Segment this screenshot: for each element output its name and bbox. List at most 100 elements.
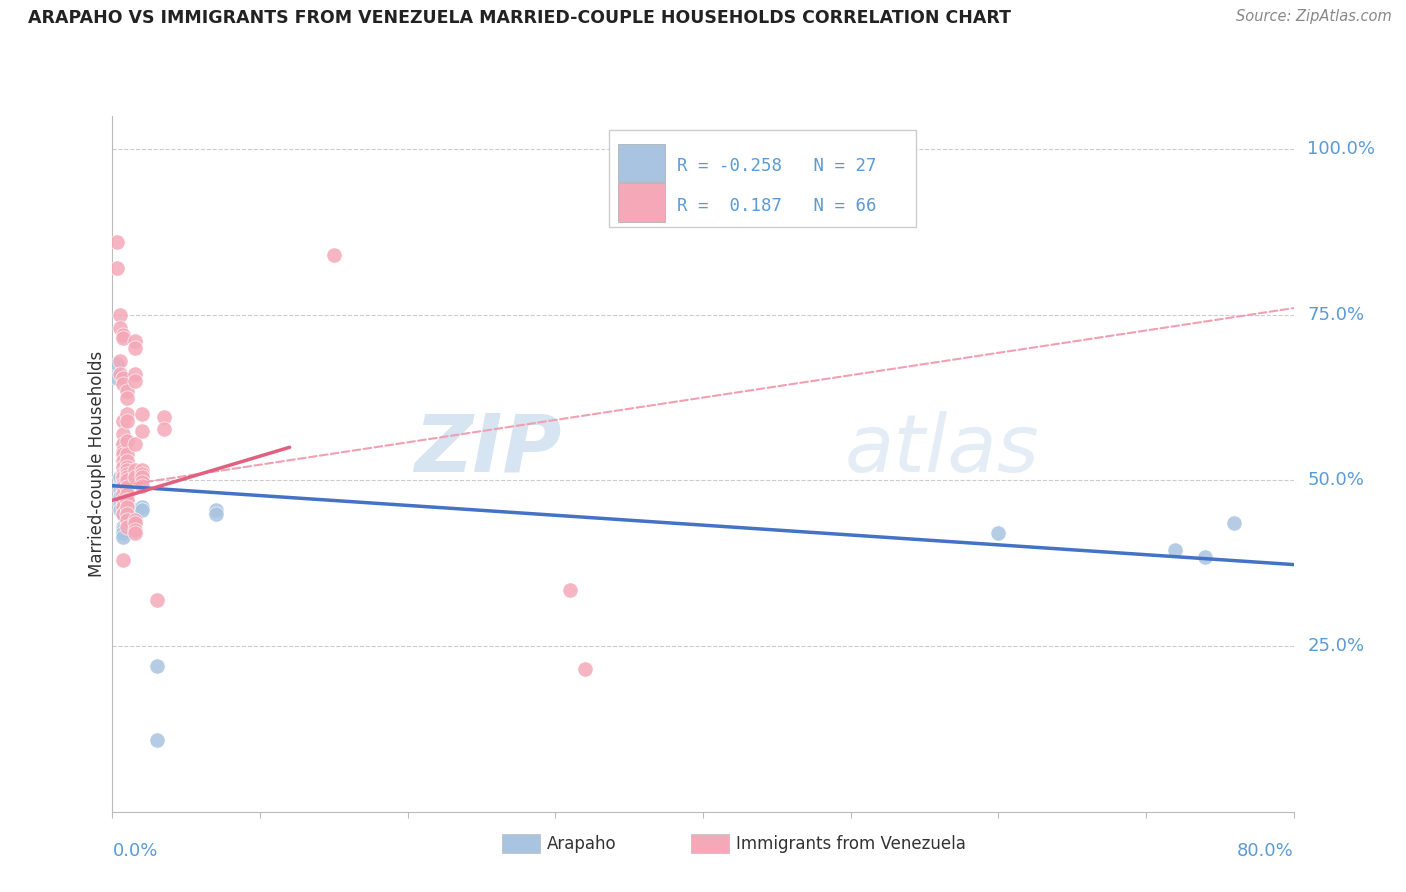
Point xyxy=(124,523,146,537)
Text: 80.0%: 80.0% xyxy=(1237,842,1294,860)
Point xyxy=(987,526,1010,541)
Point xyxy=(111,530,134,544)
Point xyxy=(205,503,228,517)
Point xyxy=(108,368,131,382)
Point xyxy=(117,460,138,475)
Point xyxy=(131,407,153,421)
Text: 75.0%: 75.0% xyxy=(1308,306,1365,324)
Point xyxy=(124,463,146,477)
Text: R = -0.258   N = 27: R = -0.258 N = 27 xyxy=(678,157,876,175)
Point xyxy=(153,422,176,436)
Point xyxy=(1164,543,1187,558)
Point xyxy=(108,321,131,335)
Point xyxy=(131,479,153,493)
Point xyxy=(111,500,134,514)
Point xyxy=(111,476,134,491)
Text: ZIP: ZIP xyxy=(413,411,561,489)
Point xyxy=(111,486,134,500)
Point xyxy=(105,235,128,249)
Bar xyxy=(619,144,665,182)
Point xyxy=(574,662,596,676)
Point xyxy=(117,500,138,514)
Point xyxy=(124,503,146,517)
Point xyxy=(111,523,134,537)
Point xyxy=(124,513,146,527)
FancyBboxPatch shape xyxy=(609,130,915,227)
Point xyxy=(111,443,134,458)
Point xyxy=(111,370,134,384)
Point xyxy=(108,497,131,511)
Point xyxy=(117,447,138,461)
Point xyxy=(558,582,582,597)
Point xyxy=(111,470,134,484)
Point xyxy=(108,490,131,504)
Point xyxy=(146,659,169,673)
Point xyxy=(117,467,138,481)
Point xyxy=(124,526,146,541)
Point xyxy=(111,507,134,521)
Point xyxy=(108,503,131,517)
Point xyxy=(117,414,138,428)
Point xyxy=(117,486,138,500)
Point xyxy=(111,553,134,567)
Bar xyxy=(692,834,728,854)
Point xyxy=(146,592,169,607)
Bar xyxy=(619,184,665,222)
Point xyxy=(117,490,138,504)
Point xyxy=(111,474,134,488)
Point xyxy=(131,503,153,517)
Point xyxy=(146,733,169,747)
Text: 50.0%: 50.0% xyxy=(1308,471,1364,490)
Point xyxy=(131,424,153,438)
Point xyxy=(117,474,138,488)
Point xyxy=(108,354,131,368)
Y-axis label: Married-couple Households: Married-couple Households xyxy=(87,351,105,577)
Point xyxy=(124,437,146,451)
Point xyxy=(1223,516,1246,531)
Point xyxy=(117,497,138,511)
Point xyxy=(111,377,134,392)
Point xyxy=(108,483,131,498)
Point xyxy=(124,509,146,524)
Point xyxy=(117,384,138,398)
Point xyxy=(117,463,138,477)
Text: R =  0.187   N = 66: R = 0.187 N = 66 xyxy=(678,197,876,215)
Point xyxy=(108,470,131,484)
Point xyxy=(117,483,138,498)
Point xyxy=(205,507,228,521)
Point xyxy=(124,341,146,355)
Point xyxy=(131,467,153,481)
Point xyxy=(131,470,153,484)
Point xyxy=(111,437,134,451)
Text: 25.0%: 25.0% xyxy=(1308,637,1365,655)
Point xyxy=(117,453,138,467)
Point xyxy=(117,513,138,527)
Point xyxy=(111,480,134,494)
Point xyxy=(111,467,134,481)
Point xyxy=(105,358,128,372)
Point xyxy=(153,410,176,425)
Text: Source: ZipAtlas.com: Source: ZipAtlas.com xyxy=(1236,9,1392,24)
Point xyxy=(111,520,134,534)
Text: ARAPAHO VS IMMIGRANTS FROM VENEZUELA MARRIED-COUPLE HOUSEHOLDS CORRELATION CHART: ARAPAHO VS IMMIGRANTS FROM VENEZUELA MAR… xyxy=(28,9,1011,27)
Point xyxy=(111,460,134,475)
Point xyxy=(117,407,138,421)
Point xyxy=(131,475,153,489)
Point xyxy=(124,374,146,388)
Point xyxy=(111,331,134,345)
Point xyxy=(111,526,134,541)
Bar xyxy=(502,834,540,854)
Text: 100.0%: 100.0% xyxy=(1308,140,1375,158)
Point xyxy=(117,493,138,508)
Point xyxy=(111,470,134,484)
Text: Arapaho: Arapaho xyxy=(547,835,617,853)
Point xyxy=(124,368,146,382)
Point xyxy=(111,427,134,442)
Point xyxy=(117,480,138,494)
Point xyxy=(111,507,134,521)
Point xyxy=(111,437,134,451)
Point xyxy=(108,308,131,322)
Text: 0.0%: 0.0% xyxy=(112,842,157,860)
Point xyxy=(108,470,131,484)
Point xyxy=(105,370,128,384)
